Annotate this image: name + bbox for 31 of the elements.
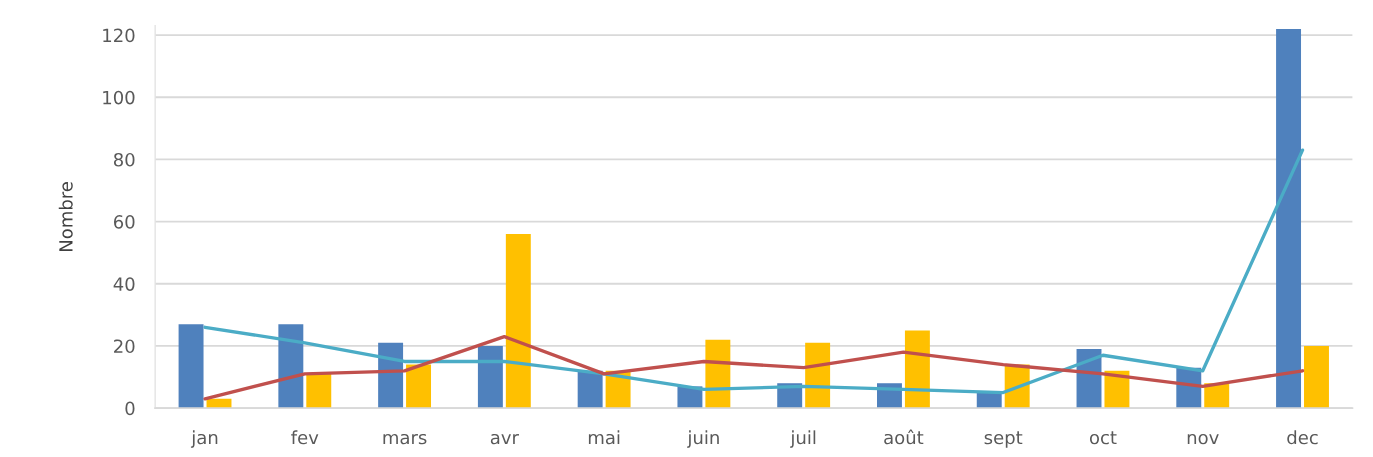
y-axis-title: Nombre: [58, 182, 73, 252]
y-tick-label: 80: [113, 152, 135, 167]
line-series: [203, 148, 1305, 395]
bar: [278, 324, 304, 409]
x-tick-label: mai: [588, 430, 620, 445]
bar: [406, 364, 432, 409]
y-tick-label: 40: [113, 277, 135, 291]
x-tick-label: juil: [790, 430, 816, 448]
y-tick-label: 20: [114, 339, 135, 354]
x-tick-label: avr: [490, 433, 519, 445]
bar: [477, 345, 503, 409]
x-tick-label: nov: [1187, 433, 1219, 445]
x-tick-label: dec: [1287, 430, 1318, 445]
line-series: [203, 334, 1305, 401]
x-tick-label: fev: [291, 430, 319, 445]
y-tick-label: 100: [103, 90, 135, 105]
bar: [505, 234, 531, 409]
x-tick-label: sept: [984, 431, 1023, 448]
bar: [1276, 28, 1302, 409]
bar: [904, 330, 930, 409]
y-tick-label: 0: [125, 401, 135, 416]
x-tick-label: oct: [1089, 431, 1117, 445]
x-tick-label: jan: [190, 430, 218, 448]
y-tick-label: 60: [113, 215, 135, 229]
y-tick-label: 120: [103, 28, 135, 43]
bar: [178, 324, 204, 409]
x-tick-label: août: [884, 429, 924, 445]
x-tick-label: mars: [383, 433, 427, 445]
bar: [1304, 345, 1329, 409]
x-tick-label: juin: [687, 430, 719, 448]
bar: [306, 373, 332, 409]
